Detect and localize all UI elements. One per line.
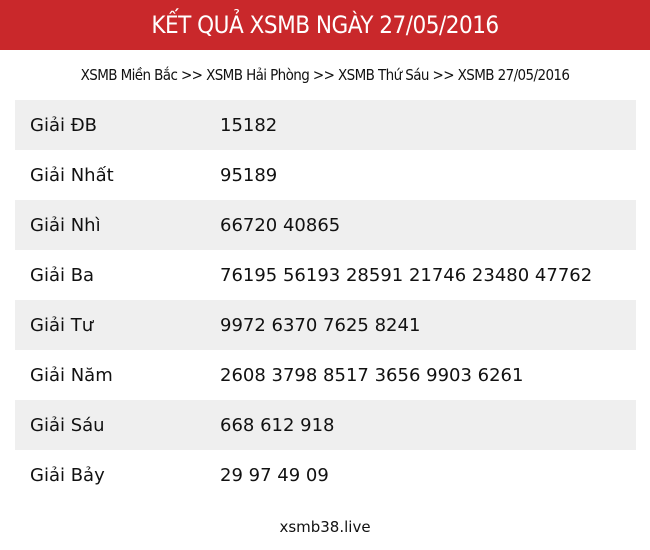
prize-label: Giải Nhì <box>30 214 101 236</box>
breadcrumb-link-thu-sau[interactable]: XSMB Thứ Sáu <box>338 66 429 84</box>
breadcrumb: XSMB Miền Bắc >> XSMB Hải Phòng >> XSMB … <box>0 66 650 84</box>
prize-label: Giải Nhất <box>30 164 114 186</box>
prize-label: Giải Tư <box>30 314 94 336</box>
table-row: Giải Nhì 66720 40865 <box>15 200 636 250</box>
page-title: KẾT QUẢ XSMB NGÀY 27/05/2016 <box>151 11 499 39</box>
prize-numbers: 15182 <box>220 114 278 136</box>
breadcrumb-separator: >> <box>180 66 203 84</box>
table-row: Giải Nhất 95189 <box>15 150 636 200</box>
table-row: Giải Tư 9972 6370 7625 8241 <box>15 300 636 350</box>
table-row: Giải Ba 76195 56193 28591 21746 23480 477… <box>15 250 636 300</box>
prize-label: Giải Ba <box>30 264 95 286</box>
table-row: Giải Năm 2608 3798 8517 3656 9903 6261 <box>15 350 636 400</box>
breadcrumb-link-hai-phong[interactable]: XSMB Hải Phòng <box>206 66 310 84</box>
prize-numbers: 9972 6370 7625 8241 <box>220 314 421 336</box>
breadcrumb-link-date[interactable]: XSMB 27/05/2016 <box>457 66 570 84</box>
prize-numbers: 95189 <box>220 164 278 186</box>
prize-numbers: 66720 40865 <box>220 214 341 236</box>
footer-site-name: xsmb38.live <box>279 518 371 536</box>
table-row: Giải Sáu 668 612 918 <box>15 400 636 450</box>
prize-label: Giải Sáu <box>30 414 105 436</box>
breadcrumb-separator: >> <box>432 66 455 84</box>
table-row: Giải Bảy 29 97 49 09 <box>15 450 636 500</box>
prize-numbers: 29 97 49 09 <box>220 464 329 486</box>
prize-numbers: 668 612 918 <box>220 414 335 436</box>
table-row: Giải ĐB 15182 <box>15 100 636 150</box>
prize-label: Giải Bảy <box>30 464 105 486</box>
prize-label: Giải Năm <box>30 364 113 386</box>
results-table: Giải ĐB 15182 Giải Nhất 95189 Giải Nhì 6672… <box>15 100 636 500</box>
prize-numbers: 2608 3798 8517 3656 9903 6261 <box>220 364 524 386</box>
page-header: KẾT QUẢ XSMB NGÀY 27/05/2016 <box>0 0 650 50</box>
prize-label: Giải ĐB <box>30 114 97 136</box>
prize-numbers: 76195 56193 28591 21746 23480 47762 <box>220 264 593 286</box>
breadcrumb-link-mien-bac[interactable]: XSMB Miền Bắc <box>80 66 178 84</box>
breadcrumb-separator: >> <box>312 66 335 84</box>
